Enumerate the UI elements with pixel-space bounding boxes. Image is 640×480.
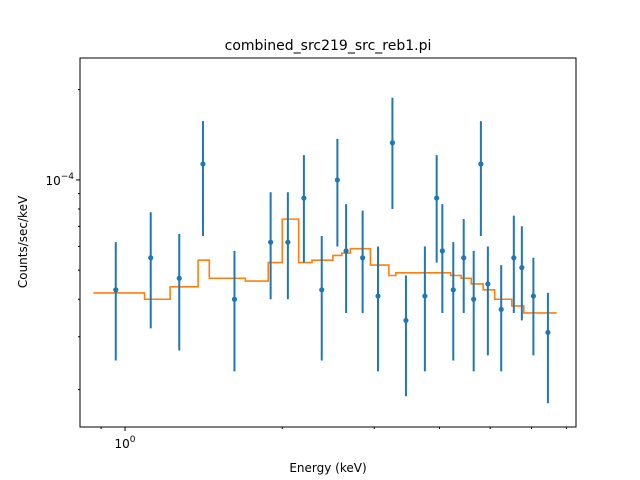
data-point xyxy=(519,265,525,271)
data-point xyxy=(422,293,428,299)
data-point xyxy=(434,195,440,201)
data-point xyxy=(530,293,536,299)
data-point xyxy=(471,296,477,302)
plot-area xyxy=(80,58,576,427)
data-point xyxy=(461,255,467,261)
data-point xyxy=(389,140,396,146)
data-point xyxy=(545,329,551,336)
model-step-line xyxy=(93,218,557,314)
data-point xyxy=(439,248,445,254)
axes-frame xyxy=(79,57,577,428)
data-layer xyxy=(113,97,551,404)
data-point xyxy=(375,293,381,299)
data-point xyxy=(511,255,517,261)
x-tick-label: 100 xyxy=(115,435,136,451)
data-point xyxy=(113,287,119,293)
data-point xyxy=(360,255,366,261)
data-point xyxy=(334,177,340,183)
y-axis-label: Counts/sec/keV xyxy=(16,195,30,288)
x-axis-label: Energy (keV) xyxy=(289,461,366,475)
data-point xyxy=(343,248,349,254)
model-layer xyxy=(93,218,557,314)
data-point xyxy=(268,239,274,245)
data-point xyxy=(498,306,504,313)
data-point xyxy=(403,317,409,324)
data-point xyxy=(485,281,491,287)
data-point xyxy=(285,239,291,245)
data-point xyxy=(478,161,484,167)
data-point xyxy=(231,296,238,302)
data-point xyxy=(148,255,154,261)
data-point xyxy=(200,161,206,167)
data-point xyxy=(319,287,325,293)
ticks-layer: 100 10−4 xyxy=(45,89,567,451)
data-point xyxy=(301,195,307,201)
chart-title: combined_src219_src_reb1.pi xyxy=(225,38,432,54)
data-point xyxy=(176,275,182,281)
y-tick-label: 10−4 xyxy=(45,172,74,188)
data-point xyxy=(450,287,456,293)
